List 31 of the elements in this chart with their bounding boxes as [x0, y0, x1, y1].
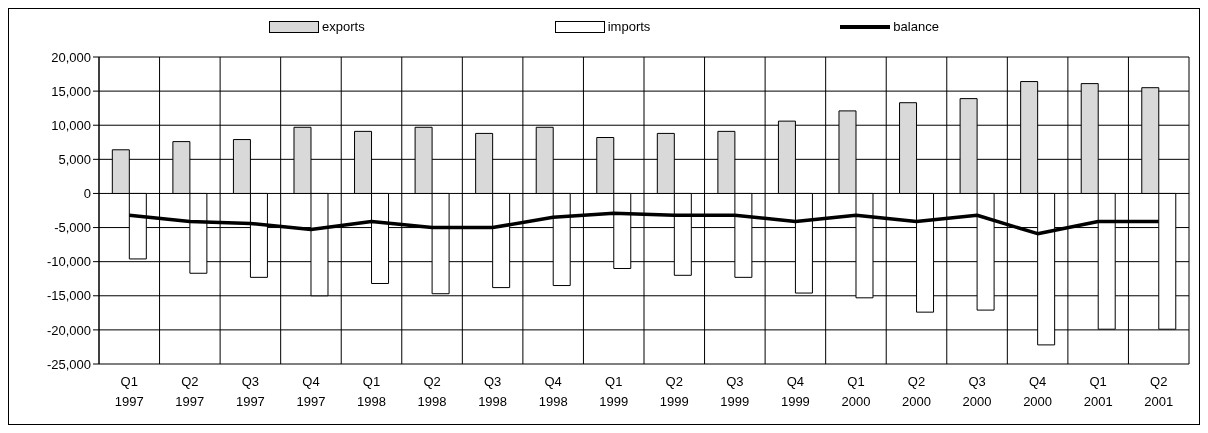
x-tick-label: Q1 1998 [357, 374, 386, 409]
x-tick-label: Q1 2001 [1083, 374, 1113, 409]
y-tick-label: 10,000 [51, 117, 91, 133]
y-tick-label: -5,000 [54, 220, 91, 236]
x-tick-label: Q2 1998 [417, 374, 447, 409]
x-tick-label: Q3 1999 [720, 374, 750, 409]
y-tick-label: -25,000 [46, 356, 91, 372]
y-tick-label: 0 [83, 186, 91, 202]
x-tick-label: Q4 1997 [296, 374, 326, 409]
legend-label: imports [607, 19, 651, 34]
x-tick-label: Q3 2000 [962, 374, 992, 409]
x-tick-label: Q2 2000 [902, 374, 931, 409]
x-tick-label: Q4 2000 [1023, 374, 1053, 409]
legend-label: exports [322, 19, 365, 34]
legend-label: balance [893, 19, 939, 34]
x-tick-label: Q4 1999 [780, 374, 810, 409]
x-tick-label: Q4 1998 [538, 374, 568, 409]
x-tick-label: Q2 1997 [175, 374, 205, 409]
x-tick-label: Q3 1997 [235, 374, 265, 409]
y-tick-label: 20,000 [51, 49, 91, 65]
x-tick-label: Q3 1998 [478, 374, 508, 409]
y-tick-label: 5,000 [58, 151, 91, 167]
y-tick-label: 15,000 [51, 83, 91, 99]
x-tick-label: Q2 2001 [1144, 374, 1174, 409]
y-tick-label: -20,000 [46, 322, 91, 338]
x-tick-label: Q1 1999 [599, 374, 629, 409]
x-tick-label: Q2 1999 [659, 374, 689, 409]
x-tick-label: Q1 2000 [841, 374, 871, 409]
y-tick-label: -15,000 [46, 288, 91, 304]
y-tick-label: -10,000 [46, 254, 91, 270]
x-tick-label: Q1 1997 [114, 374, 144, 409]
